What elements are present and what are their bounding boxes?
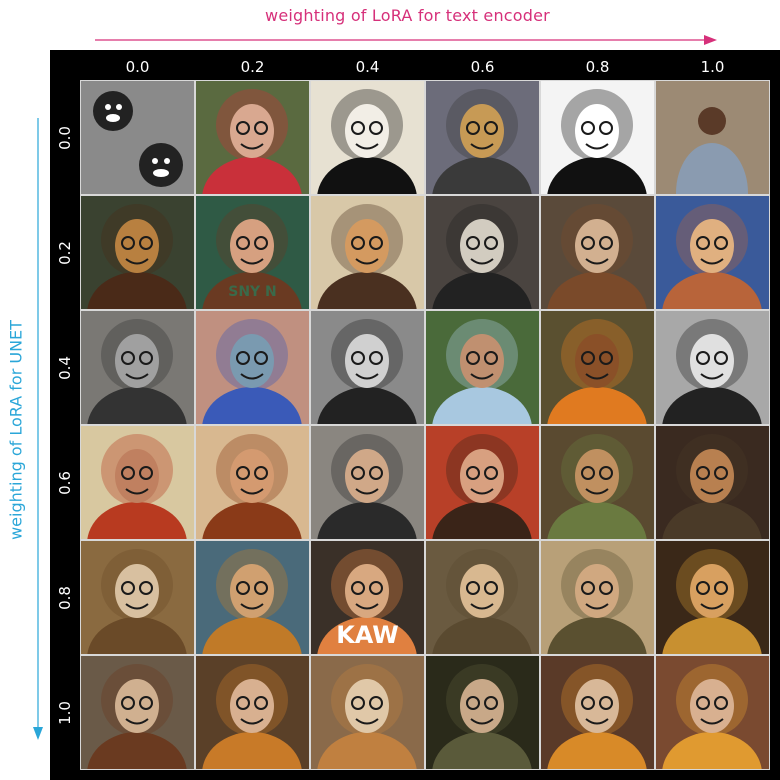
image-grid: SNY N KAW (80, 80, 770, 770)
column-label: 0.4 (355, 58, 380, 76)
grid-image-photo-man-shirt (425, 310, 540, 425)
column-label: 0.2 (240, 58, 265, 76)
row-label: 0.6 (55, 470, 74, 495)
grid-image-bald-grin-oval (425, 195, 540, 310)
column-label: 0.6 (470, 58, 495, 76)
grid-image-man-gold-halo (655, 540, 770, 655)
grid-image-man-red-halo (425, 425, 540, 540)
grid-image-man-cream-bg (540, 540, 655, 655)
grid-image-man-dark-suit (310, 425, 425, 540)
grid-image-man-smiling-dark (655, 425, 770, 540)
row-labels: 0.0 0.2 0.4 0.6 0.8 1.0 (50, 80, 80, 770)
grid-image-woman-curly-hair (195, 425, 310, 540)
grid-image-photo-man-standing (655, 80, 770, 195)
grid-image-man-orange-coat (195, 655, 310, 770)
grid-image-man-rust-bg (655, 655, 770, 770)
grid-image-cartoon-mask-swirls (195, 80, 310, 195)
grid-image-man-orange-halo: KAW (310, 540, 425, 655)
grid-image-bw-man-glasses (655, 310, 770, 425)
row-label: 1.0 (55, 700, 74, 725)
grid-image-man-light-halo (425, 540, 540, 655)
grid-image-sketch-grinning-face (310, 80, 425, 195)
grid-image-man-red-jacket (80, 425, 195, 540)
column-label: 0.0 (125, 58, 150, 76)
column-label: 1.0 (700, 58, 725, 76)
grid-image-portrait-poster: SNY N (195, 195, 310, 310)
grid-image-man-green-jacket (540, 425, 655, 540)
x-axis-title: weighting of LoRA for text encoder (265, 6, 550, 25)
grid-image-grey-creature-eyepatch (80, 310, 195, 425)
image-grid-panel: 0.0 0.2 0.4 0.6 0.8 1.0 0.0 0.2 0.4 0.6 … (50, 50, 780, 780)
y-axis-title: weighting of LoRA for UNET (6, 320, 26, 540)
grid-image-cartoon-boy (655, 195, 770, 310)
grid-image-man-brown-halo (540, 655, 655, 770)
row-label: 0.4 (55, 355, 74, 380)
grid-image-man-standing-halo (80, 655, 195, 770)
y-axis-arrow (33, 118, 43, 740)
grid-image-cartoon-lion-face (425, 80, 540, 195)
grid-image-cartoon-faces (310, 195, 425, 310)
row-label: 0.2 (55, 240, 74, 265)
grid-image-man-dark-bg (425, 655, 540, 770)
row-label: 0.8 (55, 585, 74, 610)
grid-image-man-brown-coat (540, 195, 655, 310)
x-axis-arrow (95, 35, 717, 45)
grid-image-man-halo-light (310, 655, 425, 770)
grid-image-creature-blue-mask (195, 310, 310, 425)
row-label: 0.0 (55, 125, 74, 150)
grid-image-woodcut-mask (540, 80, 655, 195)
grid-image-man-blue-halo (195, 540, 310, 655)
grid-image-man-orange-jacket (540, 310, 655, 425)
grid-image-man-white-halo (80, 540, 195, 655)
column-label: 0.8 (585, 58, 610, 76)
column-labels: 0.0 0.2 0.4 0.6 0.8 1.0 (80, 58, 770, 80)
grid-image-bw-man-hat (310, 310, 425, 425)
grid-image-grey-noise-two-faces (80, 80, 195, 195)
grid-image-dog-painting (80, 195, 195, 310)
